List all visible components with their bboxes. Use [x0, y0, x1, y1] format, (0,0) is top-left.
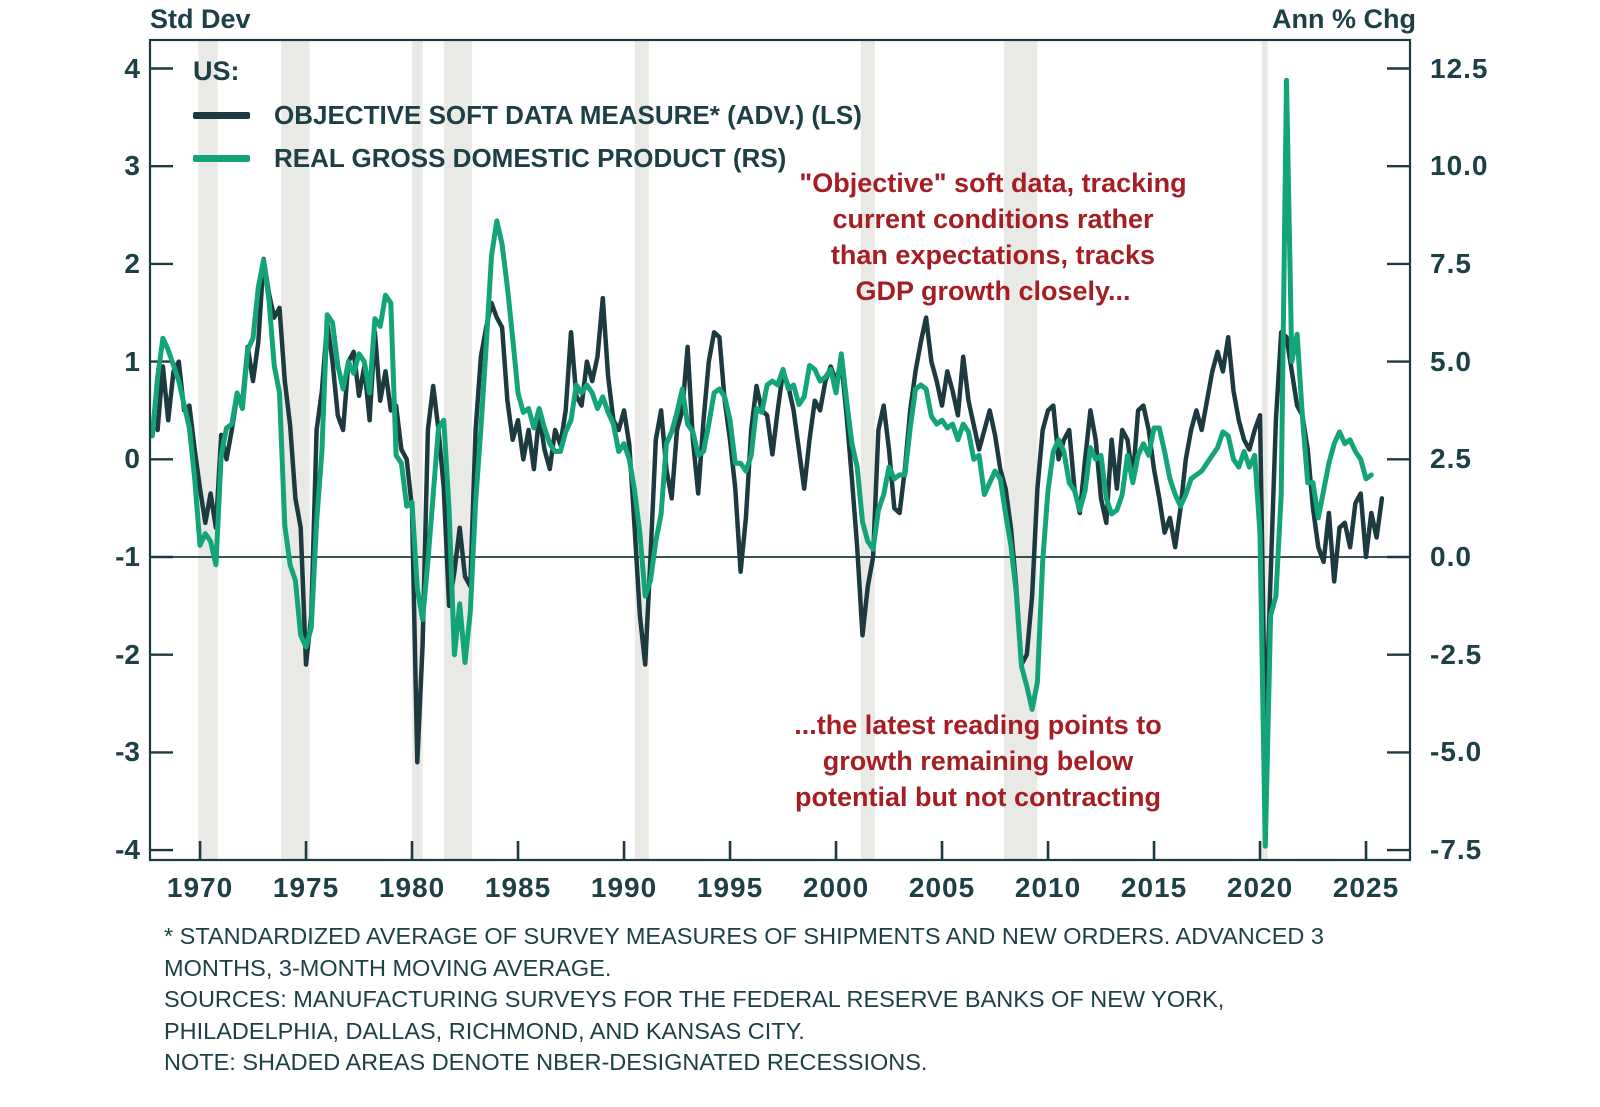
x-axis-tick-label: 2005 [908, 872, 976, 903]
left-axis-tick-label: 4 [124, 52, 140, 84]
right-axis-tick-label: 2.5 [1430, 443, 1472, 475]
gdp-line-swatch-icon [193, 154, 250, 162]
right-axis-tick-label: 0.0 [1430, 541, 1472, 572]
left-axis-tick-label: -2 [115, 638, 140, 670]
left-axis-tick-label: -3 [115, 736, 140, 768]
left-axis-tick-label: -1 [115, 541, 140, 572]
x-axis-tick-label: 1985 [484, 872, 552, 903]
right-axis-tick-label: 12.5 [1430, 52, 1489, 84]
x-axis-tick-label: 1970 [166, 872, 234, 903]
x-axis-tick-label: 2015 [1120, 872, 1188, 903]
right-axis-tick-label: 10.0 [1430, 150, 1489, 182]
recession-band [281, 40, 310, 860]
legend-item-gdp: REAL GROSS DOMESTIC PRODUCT (RS) [193, 143, 862, 173]
legend-label-gdp: REAL GROSS DOMESTIC PRODUCT (RS) [274, 142, 787, 173]
annotation-lower: ...the latest reading points to growth r… [794, 710, 1162, 812]
recession-band [198, 40, 218, 860]
annotation-upper: "Objective" soft data, tracking current … [799, 168, 1187, 306]
legend-item-soft-data: OBJECTIVE SOFT DATA MEASURE* (ADV.) (LS) [193, 100, 862, 130]
right-axis-title: Ann % Chg [1272, 4, 1416, 34]
left-axis-tick-label: 0 [124, 443, 140, 475]
recession-band [412, 40, 423, 860]
x-axis-tick-label: 1990 [590, 872, 658, 903]
legend-region-label: US: [193, 56, 240, 86]
footnotes: * STANDARDIZED AVERAGE OF SURVEY MEASURE… [164, 923, 1324, 1075]
recession-band [443, 40, 473, 860]
x-axis-tick-label: 2000 [802, 872, 870, 903]
recession-band [860, 40, 875, 860]
right-axis-tick-label: 5.0 [1430, 345, 1472, 377]
left-axis-tick-label: 2 [124, 247, 140, 279]
x-axis-tick-label: 2010 [1014, 872, 1082, 903]
gdp-line [150, 77, 1374, 849]
soft-data-line [155, 256, 1385, 765]
recession-band [1003, 40, 1038, 860]
plot-border [148, 38, 1412, 862]
left-axis-title: Std Dev [150, 4, 251, 34]
right-axis-tick-label: -2.5 [1430, 638, 1483, 670]
right-axis-tick-label: -7.5 [1430, 834, 1483, 866]
left-axis-tick-label: -4 [115, 834, 140, 866]
x-axis-tick-label: 1995 [696, 872, 764, 903]
legend-label-soft-data: OBJECTIVE SOFT DATA MEASURE* (ADV.) (LS) [274, 99, 862, 130]
right-axis-tick-label: 7.5 [1430, 247, 1472, 279]
legend: US: OBJECTIVE SOFT DATA MEASURE* (ADV.) … [193, 56, 862, 173]
x-axis-tick-label: 1975 [272, 872, 340, 903]
x-axis-tick-label: 1980 [378, 872, 446, 903]
left-axis-tick-label: 3 [124, 150, 140, 182]
soft-data-line-swatch-icon [193, 111, 250, 119]
x-axis-tick-label: 2025 [1332, 872, 1400, 903]
x-axis-tick-label: 2020 [1226, 872, 1294, 903]
right-axis-tick-label: -5.0 [1430, 736, 1483, 768]
recession-band [1261, 40, 1268, 860]
left-axis-tick-label: 1 [124, 345, 140, 377]
